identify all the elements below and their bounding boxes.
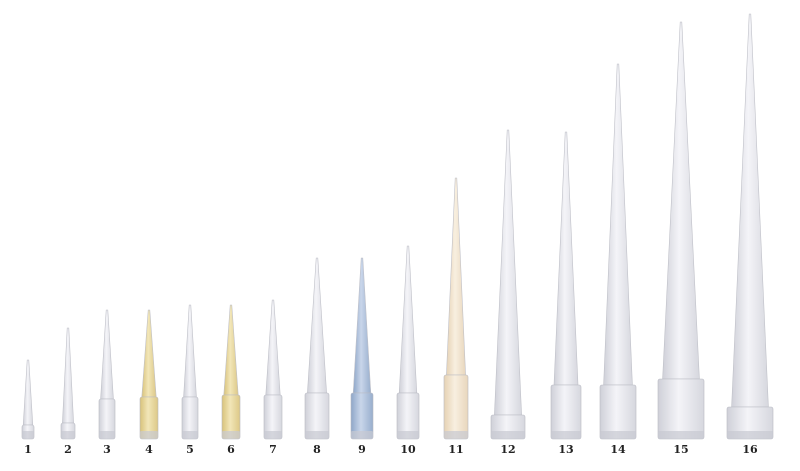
pipette-tip (265, 299, 281, 396)
tip-rim (140, 431, 158, 439)
tip-rim (182, 431, 198, 439)
tip-number: 3 (103, 443, 111, 456)
tip-number: 13 (558, 443, 573, 456)
tip-rim (61, 431, 75, 439)
tip-rim (727, 431, 773, 439)
tip-number: 11 (448, 443, 463, 456)
tip-rim (600, 431, 636, 439)
pipette-tip (731, 13, 769, 408)
pipette-tip (398, 245, 418, 394)
tip-number: 4 (145, 443, 153, 456)
pipette-tip (223, 304, 239, 396)
pipette-tip (352, 257, 372, 394)
tip-rim (397, 431, 419, 439)
tip-rim (351, 431, 373, 439)
tip-collar (443, 374, 469, 440)
pipette-tip (100, 309, 114, 400)
tip-number: 5 (186, 443, 194, 456)
tip-rim (99, 431, 115, 439)
tip-rim (658, 431, 704, 439)
tip-collar (599, 384, 637, 440)
pipette-tip (62, 327, 74, 424)
tip-number: 7 (269, 443, 277, 456)
tip-rim (222, 431, 240, 439)
tip-number: 1 (24, 443, 32, 456)
pipette-tip (603, 63, 633, 386)
tip-number: 15 (673, 443, 688, 456)
tip-number: 16 (742, 443, 758, 456)
pipette-tip (183, 304, 197, 398)
tip-rim (22, 431, 34, 439)
tip-rim (305, 431, 329, 439)
tip-rim (491, 431, 525, 439)
tip-rim (444, 431, 468, 439)
tip-number: 2 (64, 443, 72, 456)
tip-number: 8 (313, 443, 321, 456)
tip-number: 9 (358, 443, 366, 456)
pipette-tip (22, 359, 34, 426)
pipette-tip (662, 21, 700, 380)
tip-rim (551, 431, 581, 439)
tip-number: 6 (227, 443, 235, 456)
tip-collar (657, 378, 705, 440)
tip-rim (264, 431, 282, 439)
pipette-tip (446, 177, 466, 376)
pipette-tip (553, 131, 579, 386)
pipette-tip (494, 129, 522, 416)
tip-collar (550, 384, 582, 440)
tip-number: 10 (400, 443, 416, 456)
pipette-tip (307, 257, 327, 394)
tip-number: 12 (500, 443, 515, 456)
tip-number: 14 (610, 443, 626, 456)
pipette-tip (141, 309, 157, 398)
